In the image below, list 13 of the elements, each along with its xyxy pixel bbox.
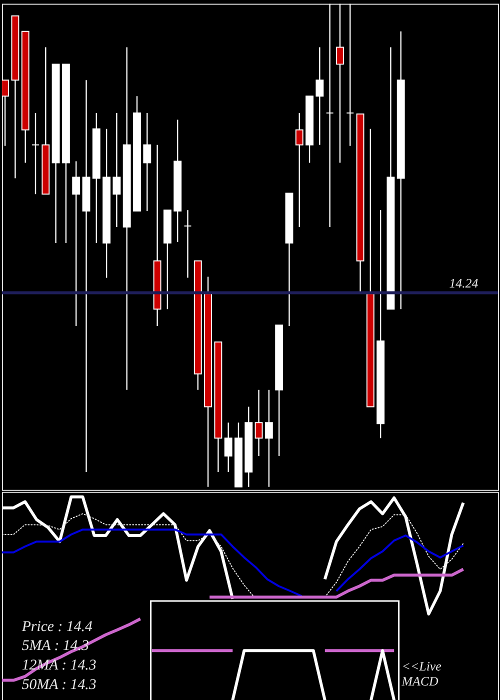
text: 14.24 — [449, 276, 479, 291]
candlestick — [254, 390, 263, 456]
candlestick — [184, 210, 192, 278]
candlestick — [82, 80, 90, 472]
annotation: <<Live — [402, 659, 442, 674]
annotation: Price : 14.4 — [20, 618, 94, 635]
candlestick — [326, 4, 334, 228]
annotation: 50MA : 14.3 — [22, 676, 96, 693]
candlestick — [316, 47, 324, 145]
annotation: MACD — [400, 674, 439, 688]
candlestick — [122, 47, 131, 390]
candlestick — [153, 144, 162, 326]
candlestick — [112, 112, 121, 228]
